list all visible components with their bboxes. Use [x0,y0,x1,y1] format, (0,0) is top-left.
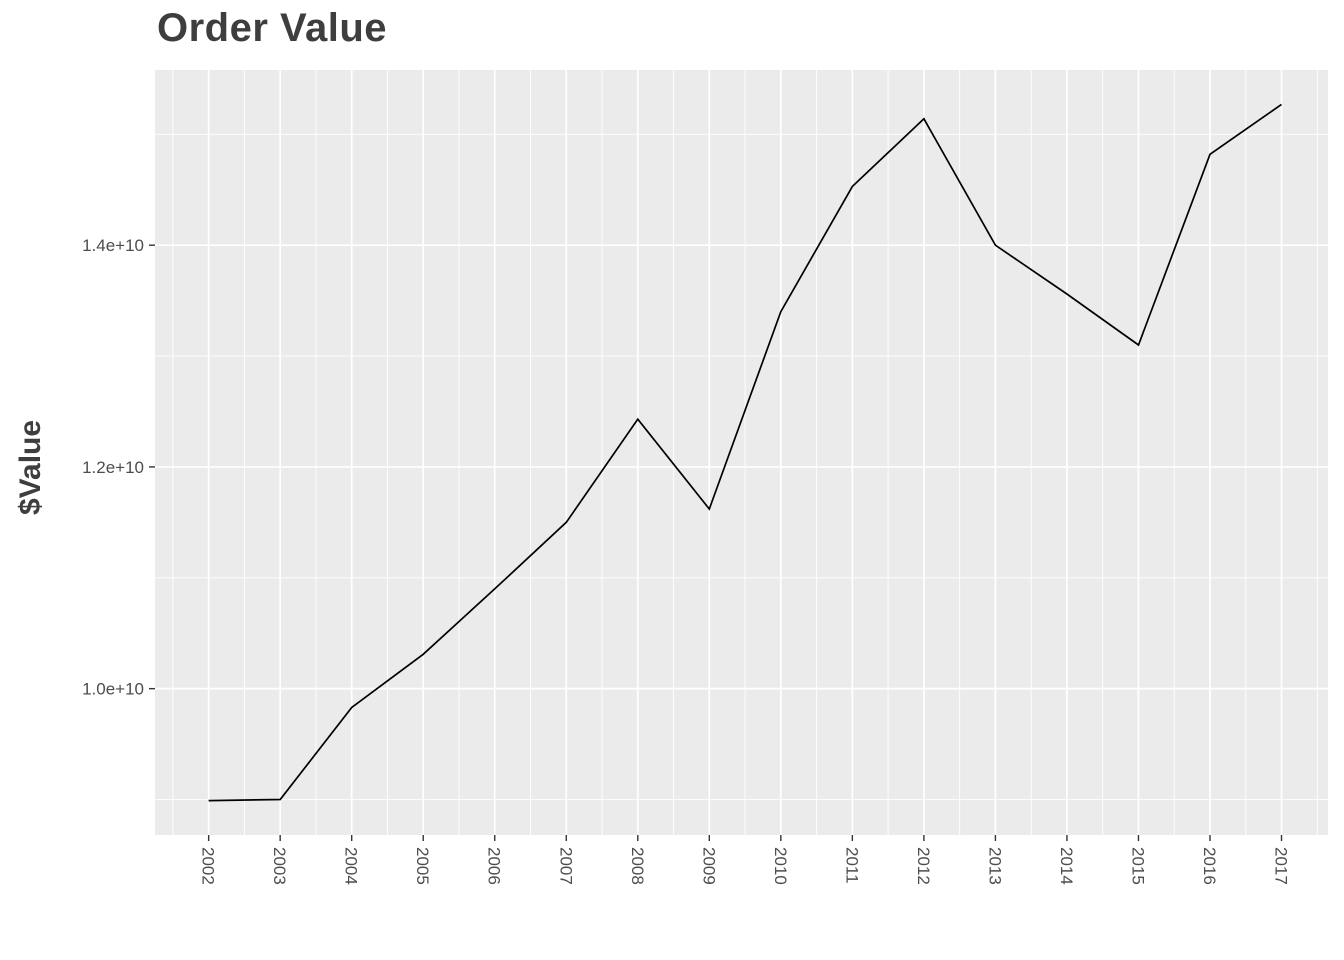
panel-background [155,70,1328,835]
x-tick-label: 2008 [628,847,647,885]
x-tick-label: 2014 [1057,847,1076,885]
x-tick-label: 2012 [914,847,933,885]
x-tick-label: 2013 [985,847,1004,885]
x-tick-label: 2017 [1272,847,1291,885]
x-tick-label: 2009 [699,847,718,885]
x-tick-label: 2005 [413,847,432,885]
x-tick-label: 2002 [199,847,218,885]
x-tick-label: 2010 [771,847,790,885]
x-tick-label: 2011 [842,847,861,884]
x-tick-label: 2003 [270,847,289,885]
y-tick-label: 1.2e+10 [82,458,144,477]
x-tick-label: 2006 [485,847,504,885]
x-tick-label: 2004 [342,847,361,885]
y-tick-label: 1.0e+10 [82,680,144,699]
x-tick-label: 2007 [556,847,575,885]
y-tick-label: 1.4e+10 [82,236,144,255]
data-line [208,103,1282,802]
x-tick-label: 2016 [1200,847,1219,885]
x-tick-label: 2015 [1128,847,1147,885]
chart-title: Order Value [157,6,388,50]
